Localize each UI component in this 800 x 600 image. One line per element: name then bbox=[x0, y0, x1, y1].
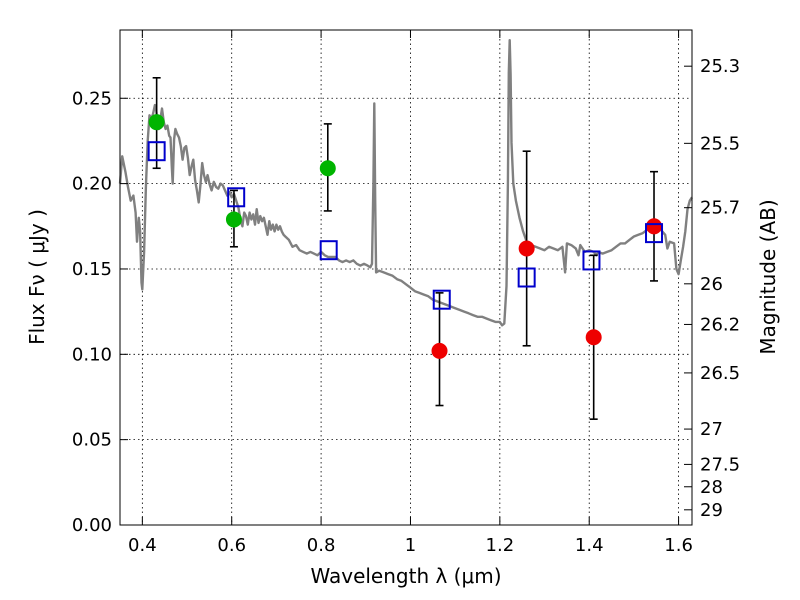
y2-tick-label: 29 bbox=[700, 500, 723, 521]
y2-tick-label: 26.2 bbox=[700, 314, 740, 335]
model-flux-square bbox=[645, 223, 664, 244]
model-flux-square bbox=[517, 267, 536, 288]
y-tick-label: 0.20 bbox=[72, 174, 112, 195]
model-flux-square bbox=[432, 289, 451, 310]
model-flux-square bbox=[227, 187, 246, 208]
x-tick-label: 0.6 bbox=[217, 535, 246, 556]
data-point bbox=[646, 218, 663, 235]
y-tick-label: 0.15 bbox=[72, 259, 112, 280]
data-point bbox=[431, 342, 448, 359]
y2-tick-label: 27 bbox=[700, 419, 723, 440]
data-point bbox=[319, 160, 336, 177]
y2-tick-label: 26 bbox=[700, 274, 723, 295]
x-tick-label: 0.4 bbox=[128, 535, 157, 556]
x-tick-label: 1.6 bbox=[664, 535, 693, 556]
plot-frame bbox=[119, 29, 693, 526]
grid bbox=[120, 30, 692, 526]
y-tick-label: 0.10 bbox=[72, 344, 112, 365]
x-tick-label: 1.4 bbox=[575, 535, 604, 556]
y2-tick-label: 26.5 bbox=[700, 363, 740, 384]
series-layer bbox=[118, 39, 694, 420]
model-flux-square bbox=[582, 250, 601, 271]
y2-tick-label: 28 bbox=[700, 477, 723, 498]
y2-tick-label: 25.5 bbox=[700, 133, 740, 154]
model-flux-square bbox=[319, 240, 338, 261]
y2-tick-label: 25.3 bbox=[700, 56, 740, 77]
data-point bbox=[148, 114, 165, 131]
data-point bbox=[585, 329, 602, 346]
x-axis-title: Wavelength λ (μm) bbox=[310, 564, 501, 588]
x-tick-label: 0.8 bbox=[307, 535, 336, 556]
model-spectrum-line bbox=[118, 39, 694, 327]
x-axis: 0.4 0.6 0.8 1 1.2 1.4 1.6 bbox=[128, 30, 693, 556]
y2-tick-label: 25.7 bbox=[700, 198, 740, 219]
y-axis-left: 0.00 0.05 0.10 0.15 0.20 0.25 bbox=[72, 88, 128, 536]
y-tick-label: 0.05 bbox=[72, 430, 112, 451]
y-axis-right-title: Magnitude (AB) bbox=[756, 199, 780, 354]
y-tick-label: 0.25 bbox=[72, 88, 112, 109]
data-point bbox=[518, 240, 535, 257]
model-flux-square bbox=[147, 141, 166, 162]
x-tick-label: 1.2 bbox=[486, 535, 515, 556]
y-axis-title: Flux Fν ( μJy ) bbox=[25, 209, 49, 345]
y-tick-label: 0.00 bbox=[72, 515, 112, 536]
y2-tick-label: 27.5 bbox=[700, 454, 740, 475]
x-tick-label: 1 bbox=[405, 535, 416, 556]
data-point bbox=[225, 211, 242, 228]
